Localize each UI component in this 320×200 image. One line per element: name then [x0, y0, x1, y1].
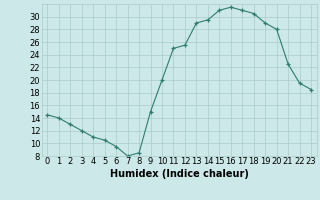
X-axis label: Humidex (Indice chaleur): Humidex (Indice chaleur) — [110, 169, 249, 179]
